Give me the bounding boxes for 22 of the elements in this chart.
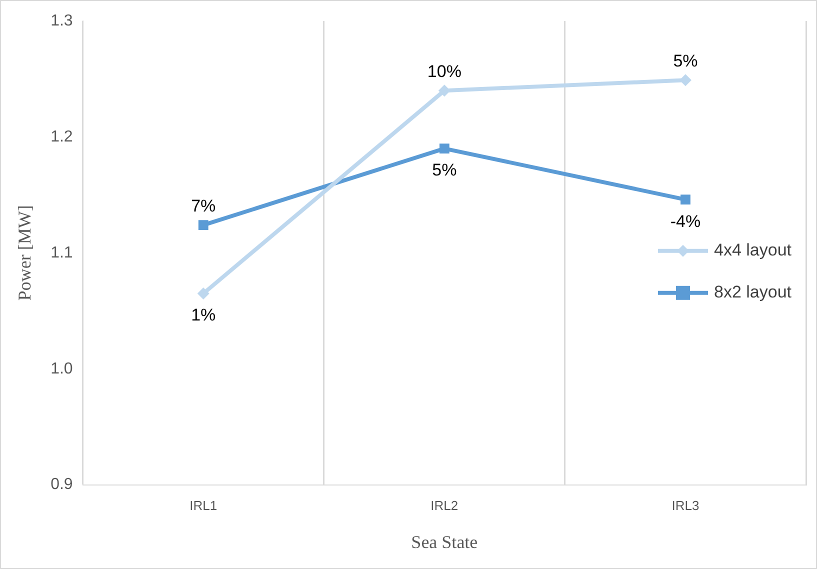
point: [197, 287, 210, 300]
x-axis-title: Sea State: [411, 532, 478, 552]
x-tick-label: IRL1: [190, 498, 218, 514]
annotation: 5%: [432, 160, 457, 180]
annotation: 5%: [673, 51, 698, 70]
annotation: 10%: [427, 62, 462, 81]
x-tick-label: IRL2: [430, 498, 458, 514]
y-tick-label: 1.1: [50, 244, 73, 262]
y-tick-label: 1.0: [50, 360, 73, 378]
annotation: 1%: [191, 306, 216, 325]
y-tick-label: 1.2: [50, 128, 73, 146]
annotation: -4%: [670, 212, 701, 231]
annotation: 7%: [191, 196, 216, 216]
point: [198, 220, 208, 230]
legend-label: 8x2 layout: [714, 282, 792, 302]
y-tick-label: 0.9: [50, 476, 73, 494]
x-tick-label: IRL3: [672, 498, 700, 514]
y-tick-label: 1.3: [50, 12, 73, 30]
legend-label: 4x4 layout: [714, 240, 792, 260]
point: [439, 144, 450, 154]
y-axis-title: Power [MW]: [14, 205, 35, 301]
point: [680, 194, 690, 205]
